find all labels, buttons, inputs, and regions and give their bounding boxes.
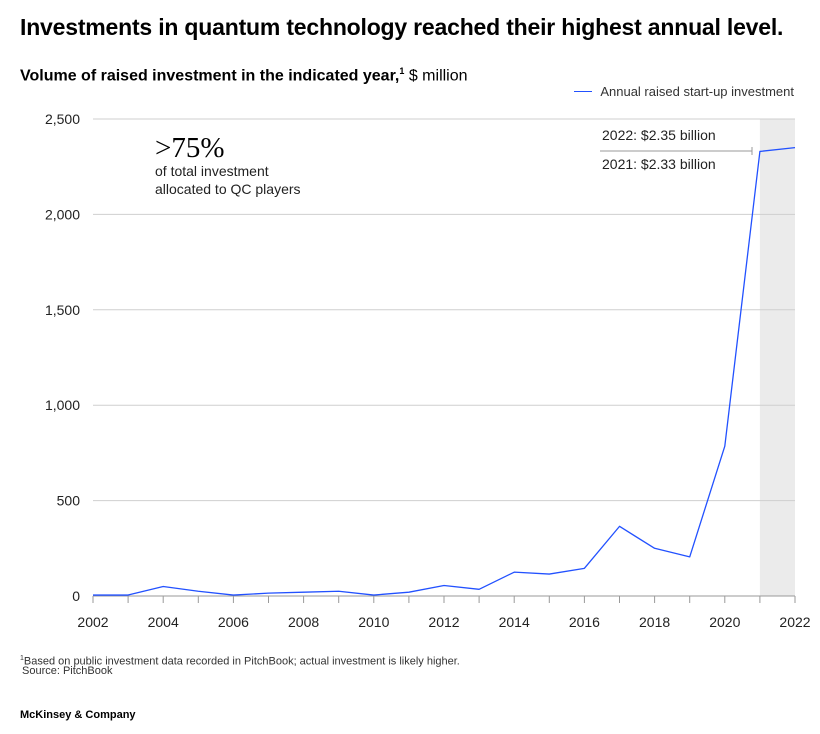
x-tick-label: 2002: [77, 614, 108, 630]
y-tick-label: 500: [57, 493, 81, 509]
y-tick-label: 1,000: [45, 397, 80, 413]
footnote-marker: 1: [20, 655, 24, 662]
footnote-text: Based on public investment data recorded…: [23, 655, 460, 668]
axis-labels-layer: 0 500 1,000 1,500 2,000 2,500 2002 2004 2006 2008…: [45, 111, 811, 630]
annotation-2021: 2021: $2.33 billion: [602, 156, 716, 172]
footnote: 1Based on public investment data recorde…: [20, 652, 460, 669]
x-tick-label: 2012: [428, 614, 459, 630]
source-note: Source: PitchBook: [22, 665, 113, 677]
line-chart: 0 500 1,000 1,500 2,000 2,500 2002 2004 2006 2008…: [45, 111, 811, 630]
y-tick-label: 2,500: [45, 111, 80, 127]
series-line-annual-investment: [93, 146, 796, 596]
x-tick-label: 2010: [358, 614, 389, 630]
x-ticks-layer: [92, 596, 796, 603]
callout-line-2: allocated to QC players: [155, 181, 301, 197]
x-tick-label: 2016: [569, 614, 600, 630]
chart-subtitle: Volume of raised investment in the indic…: [20, 66, 468, 85]
subtitle-unit: $ million: [404, 67, 468, 85]
grid-layer: [93, 118, 795, 597]
y-tick-label: 1,500: [45, 302, 80, 318]
x-tick-label: 2008: [288, 614, 319, 630]
brand-logo-text: McKinsey & Company: [20, 709, 136, 721]
x-tick-label: 2022: [779, 614, 810, 630]
chart-headline: Investments in quantum technology reache…: [20, 14, 784, 40]
highlight-layer: [759, 119, 795, 596]
subtitle-bold: Volume of raised investment in the indic…: [20, 67, 400, 85]
annotation-2022: 2022: $2.35 billion: [602, 127, 716, 143]
highlight-band-2021-2022: [759, 119, 795, 596]
series-layer: [93, 146, 796, 596]
callout-line-1: of total investment: [155, 163, 269, 179]
legend-line-swatch: [574, 91, 593, 92]
x-tick-label: 2006: [218, 614, 249, 630]
x-tick-label: 2014: [499, 614, 530, 630]
subtitle-footnote-marker: 1: [399, 66, 405, 76]
y-tick-label: 0: [72, 588, 80, 604]
chart-legend: Annual raised start-up investment: [574, 84, 794, 99]
callout-percentage: >75%: [155, 132, 225, 164]
y-tick-label: 2,000: [45, 206, 80, 222]
legend-label: Annual raised start-up investment: [600, 84, 794, 99]
x-tick-label: 2020: [709, 614, 740, 630]
x-tick-label: 2018: [639, 614, 670, 630]
x-tick-label: 2004: [148, 614, 179, 630]
